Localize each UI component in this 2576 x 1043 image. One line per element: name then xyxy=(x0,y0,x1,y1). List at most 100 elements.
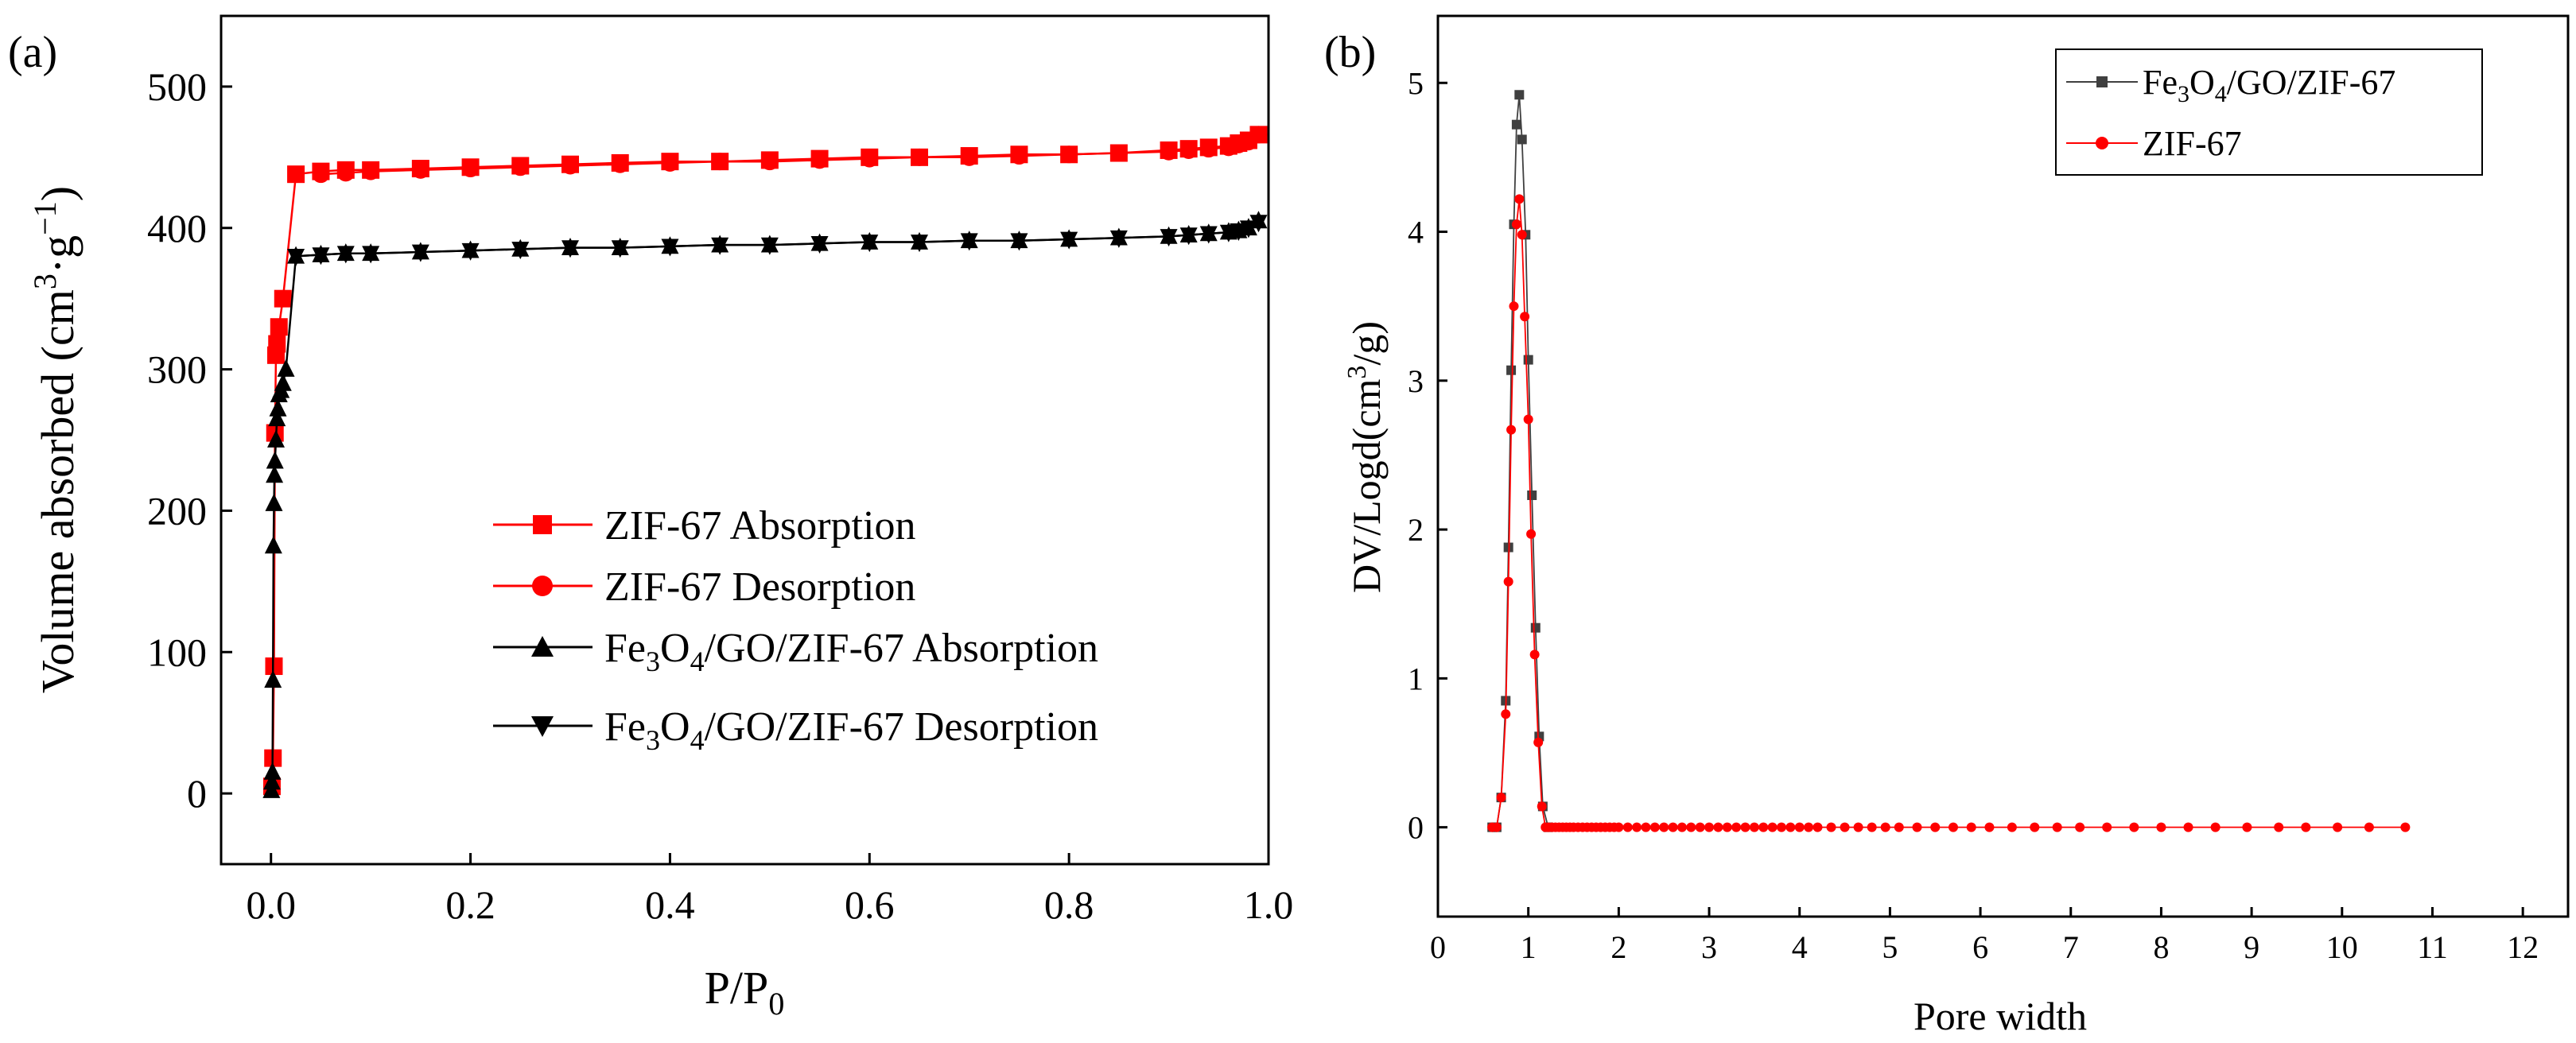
data-point xyxy=(2129,822,2139,832)
data-point xyxy=(1109,144,1128,162)
x-tick-label: 8 xyxy=(2153,929,2169,965)
data-point xyxy=(268,335,286,353)
data-point xyxy=(1948,822,1958,832)
data-point xyxy=(1511,219,1521,230)
panel-a-series xyxy=(262,126,1268,798)
legend-item-zif67-desorption: ZIF-67 Desorption xyxy=(493,564,915,610)
x-tick-label: 10 xyxy=(2326,929,2358,965)
data-point xyxy=(411,161,429,179)
data-point xyxy=(1249,215,1268,233)
data-point xyxy=(760,237,779,255)
data-point xyxy=(1813,822,1823,832)
data-point xyxy=(1894,822,1904,832)
data-point xyxy=(2364,822,2374,832)
data-point xyxy=(2183,822,2193,832)
panel-a-x-axis-title: P/P0 xyxy=(705,962,785,1022)
data-point xyxy=(2210,822,2220,832)
data-point xyxy=(1758,822,1769,832)
data-point xyxy=(268,409,286,427)
y-tick-label: 0 xyxy=(187,771,207,816)
data-point xyxy=(1826,822,1836,832)
data-point xyxy=(2301,822,2311,832)
data-point xyxy=(1695,822,1705,832)
data-point xyxy=(711,237,729,255)
data-point xyxy=(1530,622,1541,633)
data-point xyxy=(810,151,829,169)
x-tick-label: 9 xyxy=(2244,929,2259,965)
data-point xyxy=(1749,822,1759,832)
panel-b-plot-frame xyxy=(1436,14,2570,918)
data-point xyxy=(960,148,978,166)
panel-b-label: (b) xyxy=(1324,28,1376,77)
data-point xyxy=(461,160,480,178)
y-tick-label: 0 xyxy=(1408,810,1424,846)
data-point xyxy=(1641,822,1651,832)
data-point xyxy=(1533,737,1544,747)
data-point xyxy=(1668,822,1678,832)
data-point xyxy=(1514,194,1525,204)
data-point xyxy=(1109,230,1128,248)
data-point xyxy=(1767,822,1778,832)
x-tick-label: 5 xyxy=(1882,929,1898,965)
data-point xyxy=(1804,822,1814,832)
x-tick-label: 6 xyxy=(1972,929,1988,965)
data-point xyxy=(277,359,295,377)
legend-triangle-up-marker xyxy=(531,636,554,657)
data-point xyxy=(1509,301,1519,312)
data-point xyxy=(1731,822,1742,832)
data-point xyxy=(1160,142,1178,161)
legend-square-marker xyxy=(2096,76,2108,87)
data-point xyxy=(1219,138,1237,157)
data-point xyxy=(1514,90,1525,100)
data-point xyxy=(861,149,879,168)
legend-label: Fe3O4/GO/ZIF-67 xyxy=(2143,63,2395,107)
data-point xyxy=(1867,822,1877,832)
data-point xyxy=(1740,822,1750,832)
data-point xyxy=(287,248,305,266)
data-point xyxy=(911,235,928,253)
data-point xyxy=(2030,822,2040,832)
panel-a-label: (a) xyxy=(8,28,57,77)
data-point xyxy=(1622,822,1633,832)
data-point xyxy=(1160,229,1178,247)
data-point xyxy=(611,240,629,258)
x-tick-label: 0.2 xyxy=(445,882,495,927)
panel-a: (a) 0.0 0.2 0.4 0.6 0.8 1.0 0100200300400500 … xyxy=(8,14,1293,1022)
panel-b-x-ticks: 0 1 2 3 4 5 6 7 8 9 10 11 12 xyxy=(1430,907,2539,965)
data-point xyxy=(1503,576,1513,587)
data-point xyxy=(411,244,429,262)
data-point xyxy=(1179,227,1198,246)
data-point xyxy=(1840,822,1850,832)
data-point xyxy=(263,762,282,780)
data-point xyxy=(1529,649,1540,660)
panel-b-y-ticks: 0 1 2 3 4 5 xyxy=(1408,65,1447,846)
data-point xyxy=(611,155,629,173)
data-point xyxy=(1010,147,1028,165)
y-tick-label: 4 xyxy=(1408,215,1424,250)
data-point xyxy=(1517,134,1527,145)
data-point xyxy=(1677,822,1687,832)
data-point xyxy=(1649,822,1660,832)
data-point xyxy=(1912,822,1922,832)
data-point xyxy=(1199,226,1218,244)
panel-a-y-axis-title: Volume absorbed (cm3·g−1) xyxy=(27,186,84,693)
data-point xyxy=(2242,822,2252,832)
panel-b-series xyxy=(1487,90,2411,832)
y-tick-label: 1 xyxy=(1408,661,1424,696)
data-point xyxy=(274,289,292,308)
data-point xyxy=(2333,822,2343,832)
legend-item-fe3o4-desorption: Fe3O4/GO/ZIF-67 Desorption xyxy=(493,704,1098,756)
data-point xyxy=(1527,490,1537,501)
data-point xyxy=(1060,145,1078,164)
data-point xyxy=(1526,529,1537,539)
x-tick-label: 1 xyxy=(1521,929,1537,965)
data-point xyxy=(1496,793,1506,803)
data-point xyxy=(266,451,284,469)
data-point xyxy=(1713,822,1723,832)
legend-label: Fe3O4/GO/ZIF-67 Absorption xyxy=(604,626,1098,677)
data-point xyxy=(2102,822,2112,832)
legend-circle-marker xyxy=(2096,137,2108,149)
y-tick-label: 3 xyxy=(1408,363,1424,399)
data-point xyxy=(960,233,978,251)
